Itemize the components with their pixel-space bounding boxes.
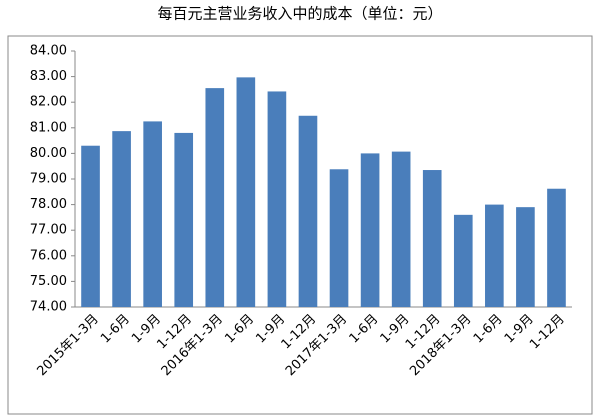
y-tick-label: 79.00 [30,172,67,187]
bar [547,188,566,307]
bar [174,132,194,307]
bar [391,151,411,307]
y-tick-label: 83.00 [30,69,67,84]
x-tick-label: 1-6月 [222,312,257,347]
bar [516,207,535,307]
bar [422,170,442,307]
bar [81,145,100,307]
y-tick-label: 74.00 [30,300,67,315]
x-tick-label: 1-6月 [471,312,506,347]
x-tick-label: 2015年1-3月 [34,312,101,379]
bar [267,91,287,307]
y-tick-label: 78.00 [30,197,67,212]
bar [453,214,473,307]
y-tick-label: 77.00 [30,223,67,238]
chart-frame [7,35,593,415]
bar [143,121,162,308]
bar [112,131,131,307]
x-tick-label: 1-6月 [347,312,382,347]
y-tick-label: 81.00 [30,120,67,135]
x-tick-label: 1-6月 [98,312,133,347]
y-tick-label: 84.00 [30,44,67,59]
bar [360,153,380,307]
y-tick-label: 76.00 [30,248,67,263]
bar [329,169,349,307]
y-tick-label: 80.00 [30,146,67,161]
bar [205,88,225,308]
bar [236,77,256,307]
chart-title: 每百元主营业务收入中的成本（单位：元） [157,5,442,23]
bar [298,115,318,307]
bar [485,204,504,307]
y-tick-label: 75.00 [30,274,67,289]
y-tick-label: 82.00 [30,95,67,110]
x-tick-label: 1-12月 [527,312,568,353]
